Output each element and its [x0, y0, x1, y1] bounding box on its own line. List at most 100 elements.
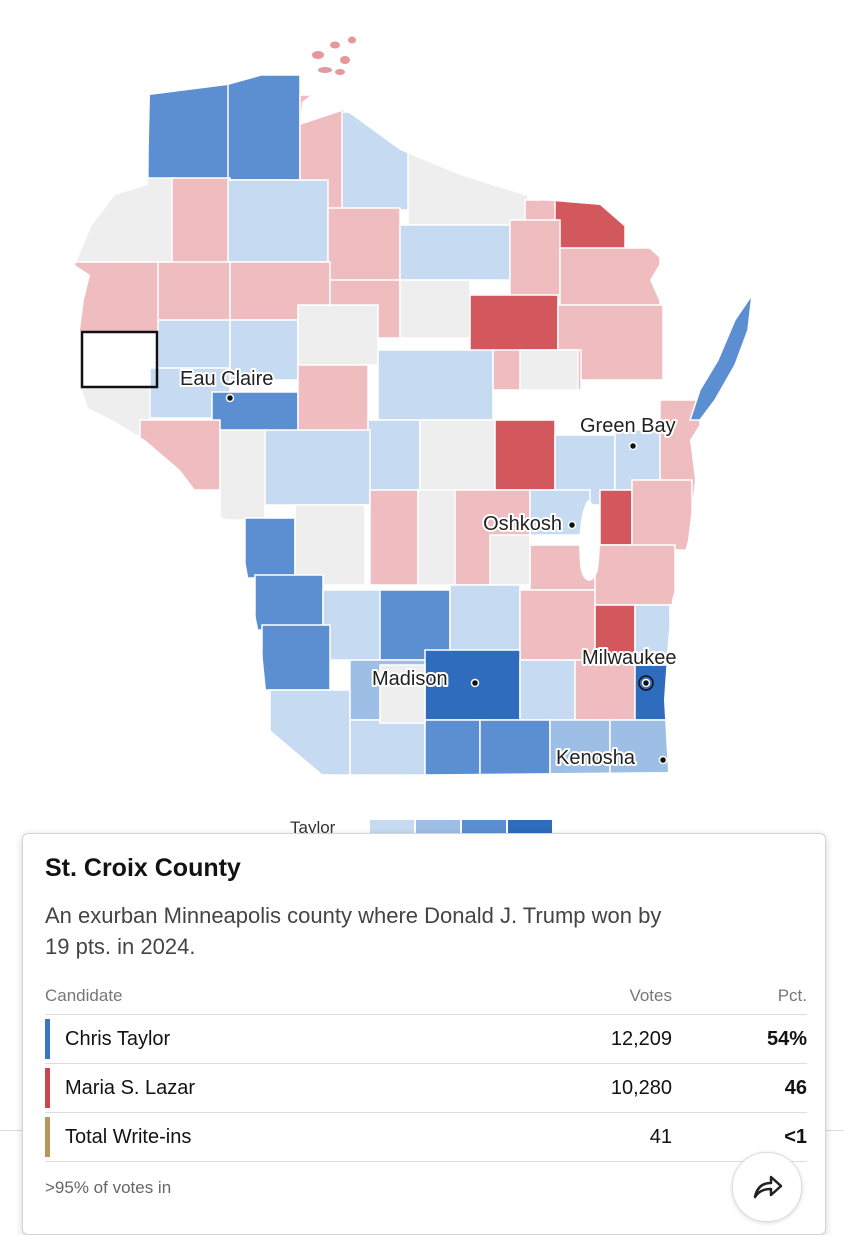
- divider-right: [825, 1130, 844, 1131]
- table-row: Chris Taylor 12,209 54%: [45, 1014, 807, 1064]
- county[interactable]: [479, 719, 551, 775]
- county[interactable]: [227, 179, 329, 263]
- county[interactable]: [489, 534, 531, 586]
- county[interactable]: [157, 261, 231, 323]
- writein-color-bar: [45, 1117, 50, 1157]
- county[interactable]: [634, 664, 671, 721]
- county[interactable]: [327, 207, 401, 284]
- county[interactable]: [419, 419, 496, 493]
- city-label-madison: Madison: [372, 668, 448, 690]
- candidate-name: Total Write-ins: [65, 1125, 192, 1148]
- city-label-kenosha: Kenosha: [556, 747, 636, 769]
- island: [340, 56, 350, 64]
- header-pct: Pct.: [672, 986, 807, 1015]
- candidate-pct: 54%: [672, 1014, 807, 1064]
- divider-left: [0, 1130, 22, 1131]
- county-results-popup: St. Croix County An exurban Minneapolis …: [22, 833, 826, 1235]
- candidate-pct: 46: [672, 1063, 807, 1113]
- table-row: Total Write-ins 41 <1: [45, 1112, 807, 1162]
- county[interactable]: [599, 489, 633, 546]
- county[interactable]: [139, 419, 221, 491]
- county[interactable]: [554, 197, 626, 251]
- table-row: Maria S. Lazar 10,280 46: [45, 1063, 807, 1113]
- legend-swatch-1: [370, 820, 414, 834]
- county[interactable]: [157, 319, 231, 371]
- county[interactable]: [379, 664, 426, 724]
- island: [312, 51, 324, 59]
- county[interactable]: [341, 111, 411, 211]
- county[interactable]: [349, 719, 426, 775]
- city-ring: [638, 675, 654, 691]
- county[interactable]: [229, 319, 299, 381]
- county[interactable]: [264, 429, 371, 506]
- legend-swatch-3: [462, 820, 506, 834]
- county[interactable]: [60, 177, 176, 264]
- island: [335, 69, 345, 75]
- city-label-green-bay: Green Bay: [580, 415, 676, 437]
- legend-label: Taylor: [290, 818, 336, 837]
- legend-swatch-4: [508, 820, 552, 834]
- county[interactable]: [294, 504, 366, 586]
- county[interactable]: [171, 177, 231, 264]
- lake-winnebago: [579, 500, 600, 581]
- city-dot: [225, 393, 235, 403]
- county-description: An exurban Minneapolis county where Dona…: [45, 903, 662, 959]
- candidate-name: Maria S. Lazar: [65, 1076, 196, 1099]
- county[interactable]: [399, 224, 511, 281]
- county[interactable]: [147, 79, 231, 181]
- city-dot: [567, 520, 577, 530]
- reporting-status: >95% of votes in: [45, 1178, 172, 1197]
- city-dot: [658, 755, 668, 765]
- county[interactable]: [688, 294, 753, 421]
- county[interactable]: [417, 489, 461, 586]
- county[interactable]: [407, 149, 529, 226]
- candidate-votes: 12,209: [532, 1014, 672, 1064]
- county[interactable]: [60, 261, 161, 333]
- county[interactable]: [60, 60, 161, 191]
- county[interactable]: [322, 589, 386, 661]
- county[interactable]: [519, 659, 576, 721]
- city-label-milwaukee: Milwaukee: [582, 647, 676, 669]
- county[interactable]: [261, 624, 331, 691]
- legend-swatch-2: [416, 820, 460, 834]
- island: [348, 36, 356, 44]
- share-arrow-icon: [753, 1175, 783, 1199]
- county[interactable]: [244, 517, 296, 579]
- city-dot: [641, 678, 651, 688]
- county[interactable]: [219, 429, 266, 521]
- county[interactable]: [549, 719, 611, 775]
- candidate-name: Chris Taylor: [65, 1027, 171, 1050]
- island: [318, 67, 332, 73]
- county[interactable]: [559, 247, 661, 309]
- county-title: St. Croix County: [45, 854, 241, 882]
- candidate-votes: 41: [532, 1112, 672, 1162]
- county[interactable]: [631, 479, 693, 551]
- candidate-pct: <1: [672, 1112, 807, 1162]
- county[interactable]: [594, 544, 676, 606]
- county[interactable]: [211, 391, 299, 433]
- county[interactable]: [269, 689, 351, 775]
- share-button[interactable]: [732, 1152, 802, 1222]
- city-label-oshkosh: Oshkosh: [483, 513, 562, 535]
- island: [330, 41, 340, 49]
- city-label-eau-claire: Eau Claire: [180, 368, 273, 390]
- county[interactable]: [367, 419, 421, 493]
- city-dot: [470, 678, 480, 688]
- county[interactable]: [509, 219, 561, 301]
- county[interactable]: [424, 719, 481, 775]
- results-header-row: Candidate Votes Pct.: [45, 986, 807, 1015]
- county[interactable]: [494, 419, 556, 491]
- county[interactable]: [297, 304, 379, 366]
- county[interactable]: [519, 349, 579, 391]
- county[interactable]: [369, 489, 419, 586]
- county[interactable]: [254, 574, 324, 631]
- county[interactable]: [399, 279, 471, 339]
- taylor-color-bar: [45, 1019, 50, 1059]
- results-table: Candidate Votes Pct. Chris Taylor 12,209…: [45, 986, 807, 1162]
- county[interactable]: [377, 349, 494, 421]
- county[interactable]: [227, 74, 301, 181]
- county[interactable]: [519, 589, 596, 661]
- county[interactable]: [574, 659, 636, 721]
- county[interactable]: [609, 719, 671, 775]
- st-croix-county-outline[interactable]: [80, 330, 159, 389]
